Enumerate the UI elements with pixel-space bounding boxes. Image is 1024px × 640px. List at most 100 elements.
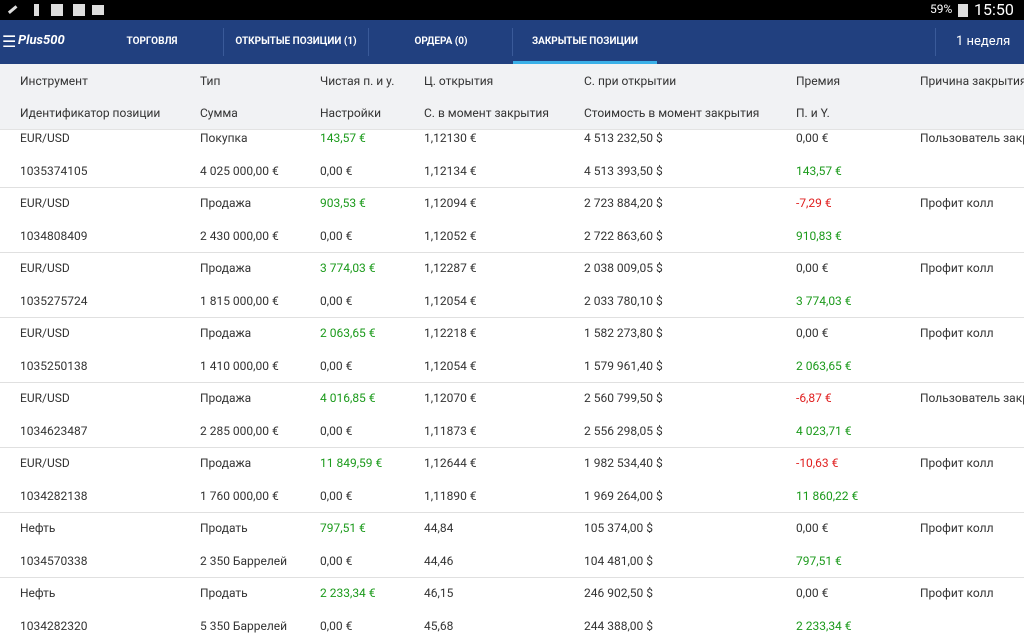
table-cell: Продажа: [200, 456, 252, 470]
column-header: С. при открытии: [584, 74, 677, 88]
battery-level: 59%: [930, 2, 953, 16]
table-cell: 1,12134 €: [424, 164, 477, 178]
table-cell: Продать: [200, 586, 248, 600]
column-header: Ц. открытия: [424, 74, 494, 88]
table-cell: 5 350 Баррелей: [200, 619, 288, 633]
table-cell: 46,15: [424, 586, 454, 600]
table-cell: 1,12070 €: [424, 391, 477, 405]
table-cell: 903,53 €: [320, 196, 366, 210]
table-cell: 45,68: [424, 619, 454, 633]
table-cell: 1,11873 €: [424, 424, 477, 438]
table-cell: 1035275724: [20, 294, 88, 308]
row-separator: [0, 512, 1024, 513]
table-cell: 797,51 €: [320, 521, 366, 535]
nav-bar: ☰ Plus500 1 неделя ТОРГОВЛЯ ОТКРЫТЫЕ ПОЗИ…: [0, 20, 1024, 64]
table-cell: Продажа: [200, 326, 252, 340]
table-cell: 0,00 €: [796, 326, 829, 340]
table-cell: 1,12054 €: [424, 294, 477, 308]
column-header: Идентификатор позиции: [20, 106, 161, 120]
table-cell: 105 374,00 $: [584, 521, 654, 535]
row-separator: [0, 187, 1024, 188]
table-cell: 1,12218 €: [424, 326, 477, 340]
table-cell: 11 860,22 €: [796, 489, 859, 503]
table-cell: 2 233,34 €: [320, 586, 376, 600]
column-header: Инструмент: [20, 74, 88, 88]
column-header: Настройки: [320, 106, 382, 120]
nav-tab[interactable]: ОРДЕРА (0): [414, 36, 468, 47]
logo[interactable]: Plus500: [18, 33, 65, 48]
table-header: Инструмент Тип Чистая п. и у. Ц. открытия С.…: [0, 64, 1024, 130]
table-cell: 2 350 Баррелей: [200, 554, 288, 568]
table-cell: 0,00 €: [796, 586, 829, 600]
table-cell: 2 038 009,05 $: [584, 261, 663, 275]
clock: 15:50: [974, 0, 1014, 19]
column-header: Премия: [796, 74, 841, 88]
battery-icon: [958, 4, 968, 17]
table-cell: 1,11890 €: [424, 489, 477, 503]
nav-tab[interactable]: ЗАКРЫТЫЕ ПОЗИЦИИ: [531, 36, 639, 47]
menu-icon[interactable]: ☰: [2, 32, 17, 51]
table-cell: 0,00 €: [320, 554, 353, 568]
status-icons: [7, 4, 104, 16]
table-cell: 1034282320: [20, 619, 88, 633]
table-cell: EUR/USD: [20, 131, 70, 145]
column-header: Причина закрытия: [920, 74, 1024, 88]
table-cell: 1,12644 €: [424, 456, 477, 470]
table-cell: 244 388,00 $: [584, 619, 654, 633]
table-cell: EUR/USD: [20, 196, 70, 210]
table-cell: Нефть: [20, 586, 56, 600]
table-cell: Профит колл: [920, 196, 994, 210]
row-separator: [0, 252, 1024, 253]
table-cell: Профит колл: [920, 521, 994, 535]
table-cell: 4 025 000,00 €: [200, 164, 279, 178]
table-cell: Нефть: [20, 521, 56, 535]
table-cell: Пользователь закрыл: [920, 131, 1024, 145]
table-cell: 246 902,50 $: [584, 586, 654, 600]
table-cell: Продать: [200, 521, 248, 535]
separator: [223, 28, 224, 56]
table-cell: 2 560 799,50 $: [584, 391, 663, 405]
table-cell: 797,51 €: [796, 554, 842, 568]
table-cell: 1034570338: [20, 554, 88, 568]
table-cell: 44,84: [424, 521, 454, 535]
table-cell: 4 023,71 €: [796, 424, 852, 438]
table-cell: 1 969 264,00 $: [584, 489, 663, 503]
row-separator: [0, 577, 1024, 578]
table-cell: 2 722 863,60 $: [584, 229, 663, 243]
table-cell: 1 410 000,00 €: [200, 359, 279, 373]
row-separator: [0, 447, 1024, 448]
nav-tab[interactable]: ОТКРЫТЫЕ ПОЗИЦИИ (1): [235, 36, 357, 47]
table-cell: EUR/USD: [20, 261, 70, 275]
table-cell: Продажа: [200, 391, 252, 405]
column-header: Чистая п. и у.: [320, 74, 395, 88]
table-cell: 143,57 €: [796, 164, 842, 178]
table-cell: 2 063,65 €: [320, 326, 376, 340]
table-cell: 2 285 000,00 €: [200, 424, 279, 438]
table-cell: 0,00 €: [320, 619, 353, 633]
table-cell: Профит колл: [920, 326, 994, 340]
table-cell: 1,12287 €: [424, 261, 477, 275]
table-cell: 1 982 534,40 $: [584, 456, 663, 470]
separator: [368, 28, 369, 56]
table-cell: 910,83 €: [796, 229, 842, 243]
table-cell: 104 481,00 $: [584, 554, 654, 568]
table-cell: 1035374105: [20, 164, 88, 178]
period-select[interactable]: 1 неделя: [956, 34, 1011, 49]
table-cell: 1,12130 €: [424, 131, 477, 145]
table-cell: Пользователь закрыл: [920, 391, 1024, 405]
table-cell: 0,00 €: [320, 424, 353, 438]
table-cell: 0,00 €: [320, 489, 353, 503]
table-cell: 2 033 780,10 $: [584, 294, 663, 308]
table-cell: -7,29 €: [796, 196, 832, 210]
table-cell: 0,00 €: [320, 294, 353, 308]
table-cell: 0,00 €: [796, 261, 829, 275]
table-cell: 3 774,03 €: [796, 294, 852, 308]
table-cell: 3 774,03 €: [320, 261, 376, 275]
table-cell: 44,46: [424, 554, 454, 568]
table-cell: Покупка: [200, 131, 248, 145]
table-cell: 1035250138: [20, 359, 88, 373]
column-header: Тип: [200, 74, 221, 88]
nav-tab[interactable]: ТОРГОВЛЯ: [126, 36, 178, 47]
table-cell: 0,00 €: [796, 521, 829, 535]
